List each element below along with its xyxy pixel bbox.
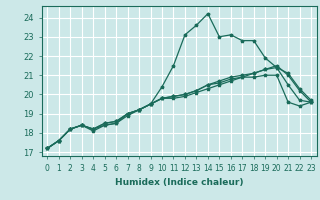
X-axis label: Humidex (Indice chaleur): Humidex (Indice chaleur) [115, 178, 244, 187]
